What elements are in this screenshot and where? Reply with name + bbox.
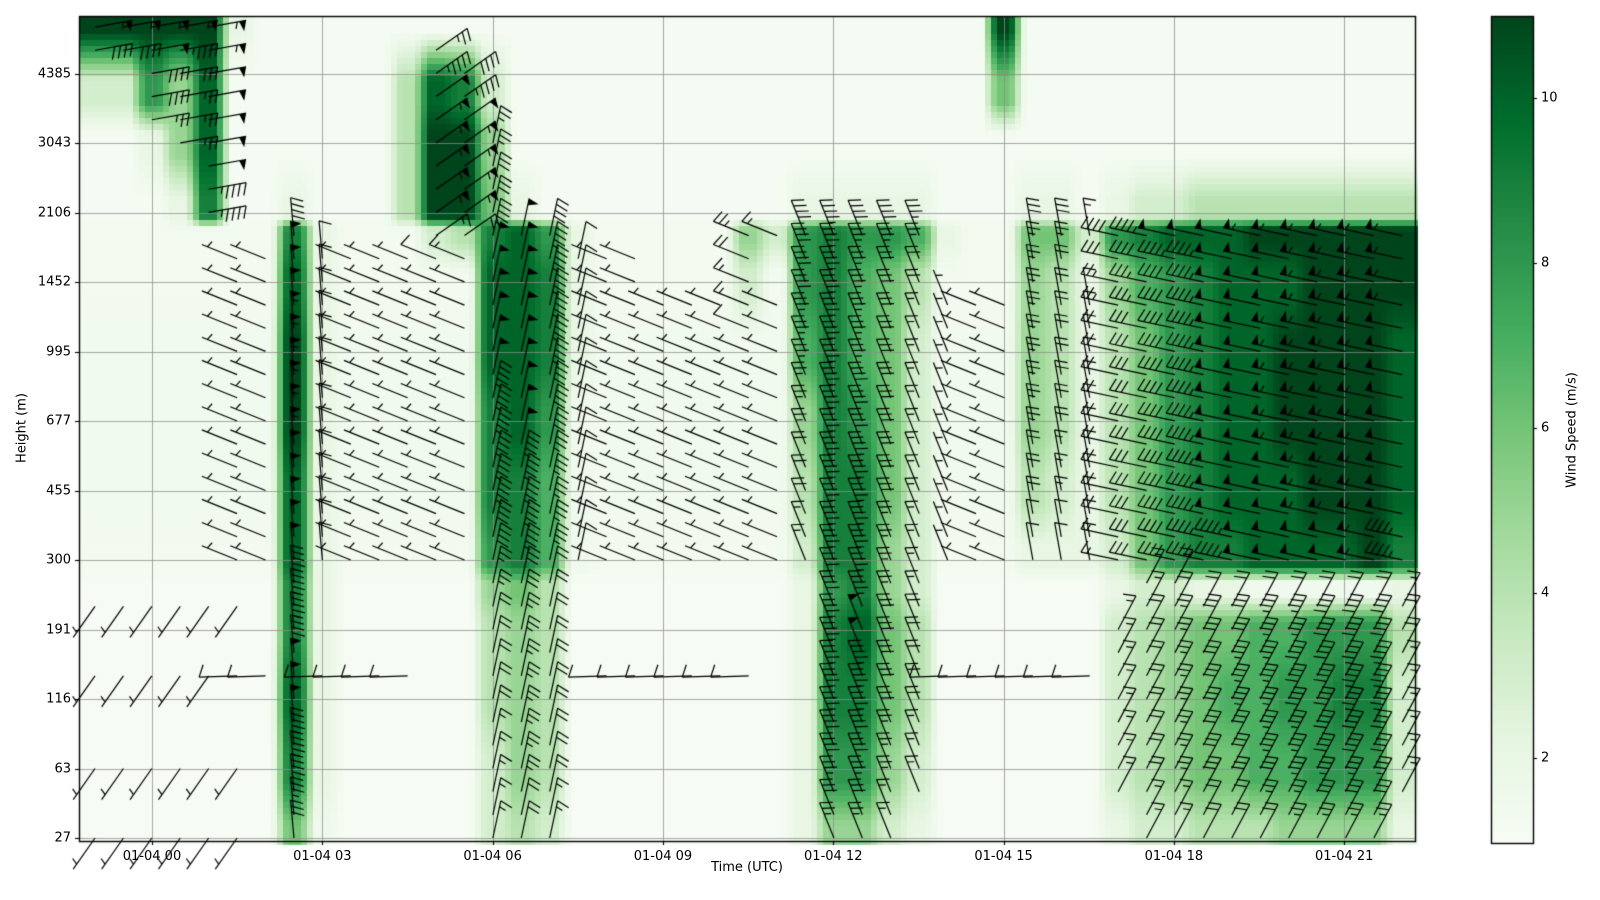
x-tick-label: 01-04 12 — [804, 849, 863, 864]
y-tick-label: 300 — [46, 552, 71, 568]
colorbar-tick-label: 10 — [1541, 90, 1558, 106]
y-tick-label: 3043 — [37, 135, 71, 151]
y-axis-label: Height (m) — [14, 393, 30, 463]
colorbar-tick-label: 4 — [1541, 585, 1550, 601]
colorbar-tick-label: 8 — [1541, 255, 1550, 271]
colorbar-tick-label: 6 — [1541, 420, 1550, 436]
y-tick-label: 455 — [46, 483, 71, 498]
y-tick-label: 4385 — [37, 66, 71, 81]
x-tick-label: 01-04 03 — [293, 849, 352, 864]
y-tick-label: 63 — [54, 761, 71, 776]
x-tick-label: 01-04 09 — [633, 849, 693, 864]
y-tick-label: 1452 — [37, 274, 71, 290]
y-tick-label: 27 — [54, 830, 71, 846]
colorbar-tick-label: 2 — [1541, 750, 1550, 766]
y-tick-label: 116 — [46, 691, 71, 707]
y-tick-label: 995 — [46, 344, 71, 359]
x-tick-label: 01-04 18 — [1144, 849, 1204, 864]
x-axis-label: Time (UTC) — [711, 860, 783, 875]
colorbar-label: Wind Speed (m/s) — [1564, 372, 1580, 488]
x-tick-label: 01-04 00 — [122, 849, 182, 864]
y-tick-label: 191 — [46, 622, 71, 637]
x-tick-label: 01-04 06 — [463, 849, 522, 864]
y-tick-label: 2106 — [37, 205, 71, 220]
x-tick-label: 01-04 15 — [974, 849, 1033, 864]
x-tick-label: 01-04 21 — [1314, 849, 1374, 864]
y-tick-label: 677 — [46, 413, 71, 429]
